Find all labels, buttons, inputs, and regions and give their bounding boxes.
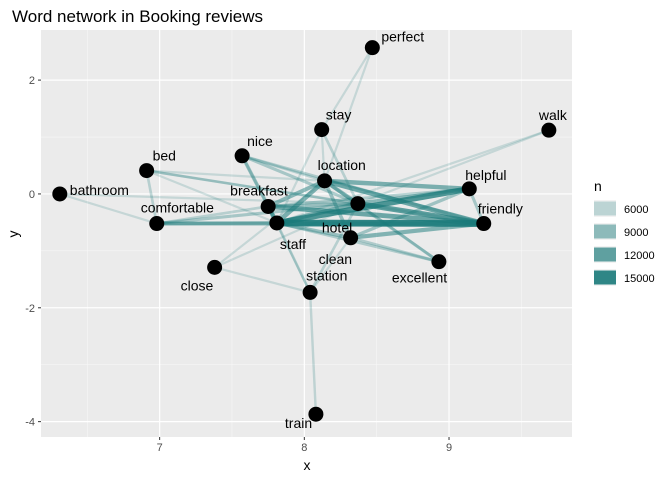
edge-staff-excellent	[276, 221, 440, 264]
node-label-comfortable: comfortable	[141, 200, 214, 216]
x-axis-title: x	[304, 457, 311, 473]
node-label-staff: staff	[280, 236, 306, 252]
node-label-bathroom: bathroom	[70, 182, 129, 198]
edge-location-breakfast	[267, 179, 326, 209]
edge-bed-hotel	[146, 169, 359, 205]
edge-stay-hotel	[320, 129, 360, 205]
node-friendly	[476, 216, 492, 232]
node-label-walk: walk	[538, 107, 568, 123]
node-label-helpful: helpful	[465, 167, 506, 183]
edge-staff-friendly	[276, 219, 484, 227]
chart-title: Word network in Booking reviews	[12, 7, 263, 26]
node-helpful	[461, 181, 477, 197]
node-excellent	[431, 254, 447, 270]
legend-label-9000: 9000	[624, 227, 648, 239]
node-label-friendly: friendly	[478, 201, 523, 217]
node-label-station: station	[306, 267, 347, 283]
edge-station-train	[308, 292, 318, 415]
node-station	[302, 284, 318, 300]
x-axis-ticks: 7 8 9	[157, 437, 452, 454]
network-edges	[59, 47, 550, 415]
x-tick-label: 9	[446, 442, 452, 454]
legend-label-6000: 6000	[624, 204, 648, 216]
legend-key-bg-6000	[594, 200, 616, 217]
node-label-breakfast: breakfast	[230, 182, 288, 198]
edge-bed-comfortable	[145, 170, 159, 224]
node-location	[317, 173, 333, 189]
node-walk	[541, 122, 557, 138]
node-comfortable	[149, 216, 165, 232]
edge-bathroom-hotel	[59, 192, 358, 205]
edge-station-hotel	[308, 202, 360, 294]
edge-perfect-location	[323, 47, 374, 182]
node-nice	[234, 148, 250, 164]
legend-label-12000: 12000	[624, 250, 655, 262]
node-label-perfect: perfect	[381, 29, 424, 45]
node-label-nice: nice	[247, 133, 273, 149]
node-perfect	[364, 40, 380, 56]
edge-walk-hotel	[357, 129, 550, 205]
edge-bed-location	[146, 169, 325, 182]
node-label-stay: stay	[326, 107, 352, 123]
edge-comfortable-breakfast	[156, 205, 269, 225]
edge-nice-breakfast	[241, 155, 270, 208]
node-staff	[269, 215, 285, 231]
network-nodes	[52, 40, 557, 422]
plot-panel	[41, 30, 572, 437]
legend-title: n	[594, 178, 602, 194]
edge-staff-helpful	[276, 185, 470, 226]
edge-close-station	[214, 266, 311, 294]
edge-walk-staff	[276, 129, 550, 225]
y-tick-label: 2	[29, 75, 35, 87]
legend: n 6000 9000 12000 15000	[594, 178, 655, 286]
node-bed	[139, 163, 155, 179]
y-axis-ticks: -4 -2 0 2	[25, 75, 41, 429]
edge-station-staff	[275, 222, 312, 293]
y-tick-label: 0	[29, 189, 35, 201]
legend-label-15000: 15000	[624, 273, 655, 285]
edge-perfect-stay	[320, 47, 374, 131]
edge-location-staff	[275, 179, 327, 225]
node-train	[308, 406, 324, 422]
edge-clean-excellent	[350, 236, 440, 264]
edge-nice-location	[241, 154, 325, 183]
node-label-train: train	[285, 415, 312, 431]
edge-bathroom-comfortable	[59, 192, 158, 225]
y-axis-title: y	[5, 231, 21, 238]
node-label-hotel: hotel	[322, 220, 352, 236]
node-label-bed: bed	[153, 148, 176, 164]
node-label-location: location	[318, 157, 366, 173]
legend-key-bg-9000	[594, 223, 616, 240]
node-label-excellent: excellent	[392, 270, 447, 286]
edge-stay-location	[320, 129, 326, 181]
network-node-labels: perfect walk stay nice bed location helpful bat…	[70, 29, 568, 432]
node-clean	[343, 230, 359, 246]
x-tick-label: 8	[301, 442, 307, 454]
edge-nice-hotel	[241, 154, 359, 206]
x-tick-label: 7	[157, 442, 163, 454]
node-bathroom	[52, 186, 68, 202]
node-label-clean: clean	[319, 251, 352, 267]
node-label-close: close	[181, 277, 214, 293]
edge-station-clean	[309, 237, 352, 294]
y-tick-label: -4	[25, 417, 35, 429]
node-hotel	[350, 196, 366, 212]
edge-bed-staff	[146, 169, 278, 224]
node-breakfast	[260, 198, 276, 214]
edge-comfortable-staff	[156, 221, 277, 226]
node-close	[207, 259, 223, 275]
node-stay	[314, 122, 330, 138]
edge-comfortable-hotel	[156, 202, 359, 226]
edge-location-helpful	[324, 178, 470, 192]
minor-gridlines	[41, 30, 572, 437]
y-tick-label: -2	[25, 303, 35, 315]
